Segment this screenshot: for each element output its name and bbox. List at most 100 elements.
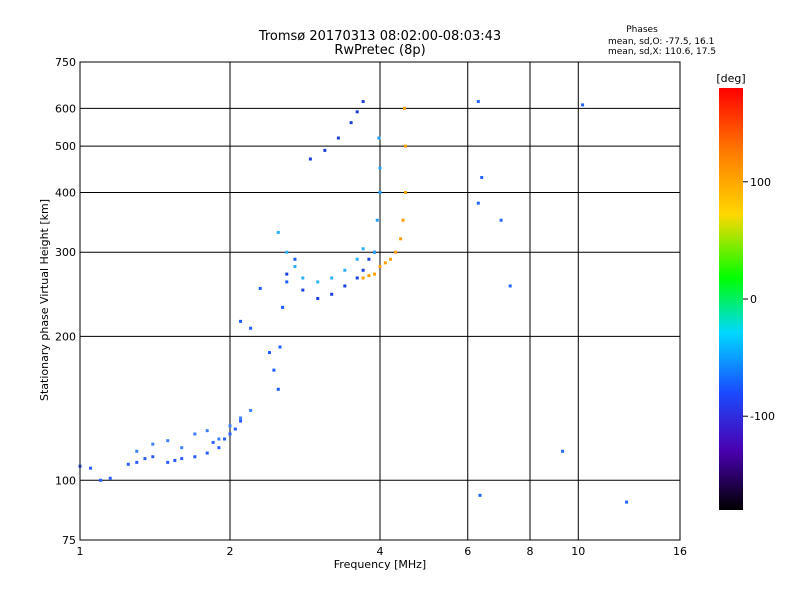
- x-tick-label: 2: [227, 545, 234, 558]
- phase-stats-o: mean, sd,O: -77.5, 16.1: [608, 37, 714, 47]
- data-point: [301, 288, 305, 292]
- y-tick-label: 600: [55, 102, 76, 115]
- x-axis-label: Frequency [MHz]: [334, 558, 426, 571]
- data-point: [377, 136, 381, 140]
- y-tick-label: 200: [55, 330, 76, 343]
- colorbar-tick-label: 100: [750, 176, 771, 189]
- data-point: [166, 460, 170, 464]
- data-point: [249, 408, 253, 412]
- data-point: [378, 190, 382, 194]
- data-point: [383, 261, 387, 265]
- data-point: [378, 265, 382, 269]
- data-point: [361, 100, 365, 104]
- data-point: [108, 476, 112, 480]
- data-point: [355, 257, 359, 261]
- series: [476, 100, 629, 504]
- series: [308, 100, 365, 161]
- y-tick-label: 750: [55, 56, 76, 69]
- data-point: [301, 276, 305, 280]
- data-point: [361, 268, 365, 272]
- data-point: [151, 455, 155, 459]
- y-axis-label: Stationary phase Virtual Height [km]: [38, 199, 51, 401]
- data-point: [205, 451, 209, 455]
- data-point: [343, 284, 347, 288]
- data-point: [561, 449, 565, 453]
- data-point: [89, 466, 93, 470]
- data-point: [293, 265, 297, 269]
- colorbar-label: [deg]: [716, 72, 745, 85]
- data-point: [151, 442, 155, 446]
- data-point: [126, 462, 130, 466]
- y-tick-label: 500: [55, 140, 76, 153]
- data-point: [581, 103, 585, 107]
- y-tick-label: 300: [55, 246, 76, 259]
- data-point: [180, 446, 184, 450]
- x-tick-label: 10: [571, 545, 585, 558]
- data-point: [223, 437, 227, 441]
- colorbar-tick-label: 0: [750, 293, 757, 306]
- data-point: [323, 148, 327, 152]
- data-point: [135, 460, 139, 464]
- data-point: [239, 319, 243, 323]
- data-point: [272, 368, 276, 372]
- data-point: [285, 272, 289, 276]
- data-point: [373, 250, 377, 254]
- data-point: [373, 272, 377, 276]
- data-point: [499, 218, 503, 222]
- data-point: [135, 449, 139, 453]
- data-point: [278, 345, 282, 349]
- data-point: [308, 157, 312, 161]
- colorbar-ticks: 100 0 -100: [743, 176, 775, 423]
- y-tick-label: 75: [62, 534, 76, 547]
- data-point: [476, 201, 480, 205]
- phases-header: Phases: [626, 25, 658, 35]
- data-point: [180, 457, 184, 461]
- data-point: [480, 175, 484, 179]
- data-point: [355, 110, 359, 114]
- data-point: [228, 432, 232, 436]
- data-points: [78, 100, 629, 504]
- data-point: [249, 326, 253, 330]
- plot-frame: [79, 61, 681, 541]
- data-point: [228, 424, 232, 428]
- data-point: [389, 257, 393, 261]
- data-point: [173, 458, 177, 462]
- data-point: [143, 457, 147, 461]
- colorbar: [719, 88, 743, 510]
- data-point: [166, 439, 170, 443]
- x-tick-label: 4: [377, 545, 384, 558]
- data-point: [476, 100, 480, 104]
- data-point: [281, 305, 285, 309]
- data-point: [343, 268, 347, 272]
- data-point: [233, 427, 237, 431]
- data-point: [403, 144, 407, 148]
- data-point: [375, 218, 379, 222]
- data-point: [401, 218, 405, 222]
- data-point: [394, 250, 398, 254]
- data-point: [285, 280, 289, 284]
- data-point: [378, 166, 382, 170]
- data-point: [239, 416, 243, 420]
- data-point: [349, 121, 353, 125]
- x-tick-label: 16: [673, 545, 687, 558]
- x-tick-label: 1: [77, 545, 84, 558]
- data-point: [403, 106, 407, 110]
- chart-subtitle: RwPretec (8p): [334, 43, 425, 58]
- series: [373, 136, 382, 254]
- data-point: [361, 247, 365, 251]
- data-point: [478, 493, 482, 497]
- data-point: [211, 440, 215, 444]
- data-point: [205, 429, 209, 433]
- data-point: [330, 292, 334, 296]
- data-point: [361, 276, 365, 280]
- series: [285, 250, 377, 301]
- x-tick-labels: 1 2 4 6 8 10 16: [77, 545, 688, 558]
- series: [276, 230, 365, 284]
- data-point: [508, 284, 512, 288]
- x-tick-label: 8: [527, 545, 534, 558]
- data-point: [316, 297, 320, 301]
- data-point: [367, 274, 371, 278]
- data-point: [276, 230, 280, 234]
- phase-stats-x: mean, sd,X: 110.6, 17.5: [608, 47, 716, 57]
